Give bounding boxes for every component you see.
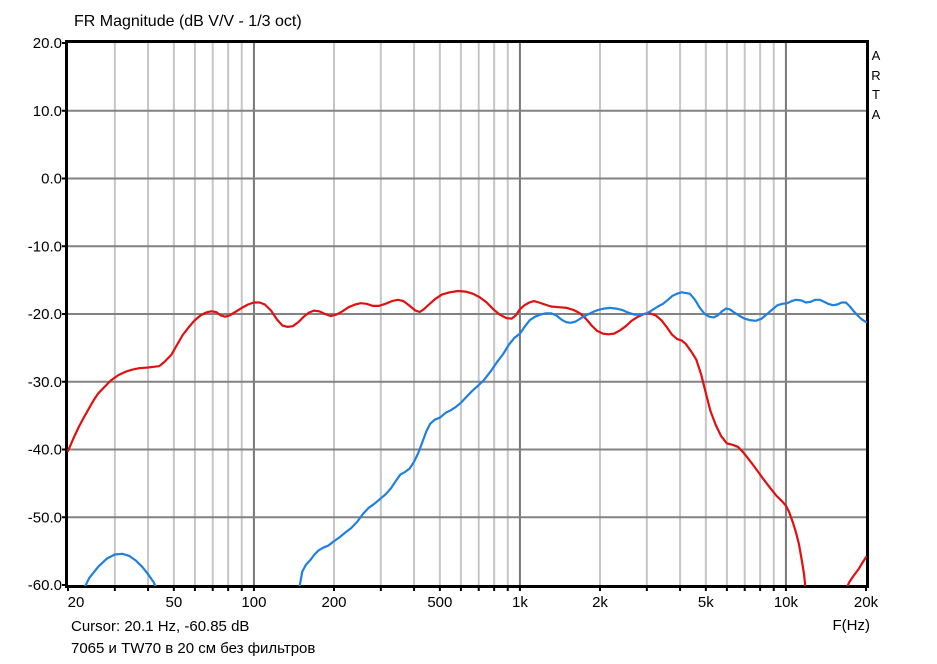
chart-title: FR Magnitude (dB V/V - 1/3 oct) [74,13,302,30]
y-tick-label: 0.0 [41,171,62,188]
measurement-note: 7065 и TW70 в 20 см без фильтров [71,640,316,657]
y-tick-label: 10.0 [33,103,62,120]
y-tick-label: -50.0 [28,509,62,526]
curve-tw70 [298,291,867,586]
x-tick-label: 1k [512,594,528,611]
arta-watermark: A R T A [869,46,883,124]
plot-frame [65,40,869,588]
y-tick-label: -60.0 [28,577,62,594]
y-tick-label: -40.0 [28,442,62,459]
y-tick-label: -30.0 [28,374,62,391]
curve-7065 [846,556,867,586]
cursor-readout: Cursor: 20.1 Hz, -60.85 dB [71,618,250,635]
x-tick-label: 100 [241,594,266,611]
x-tick-label: 2k [592,594,608,611]
watermark-letter: A [871,106,881,122]
x-tick-label: 50 [166,594,183,611]
x-axis-unit-label: F(Hz) [832,617,871,634]
x-tick-label: 20 [68,594,85,611]
x-tick-label: 200 [321,594,346,611]
y-tick-label: 20.0 [33,35,62,52]
curve-tw70 [84,552,157,586]
x-tick-label: 500 [427,594,452,611]
x-tick-label: 20k [854,594,879,611]
y-tick-label: -10.0 [28,238,62,255]
y-tick-label: -20.0 [28,306,62,323]
watermark-letter: R [871,67,881,83]
watermark-letter: T [872,87,880,102]
x-tick-label: 10k [774,594,799,611]
x-tick-label: 5k [698,594,714,611]
watermark-letter: A [871,48,881,63]
curve-7065 [67,289,807,586]
